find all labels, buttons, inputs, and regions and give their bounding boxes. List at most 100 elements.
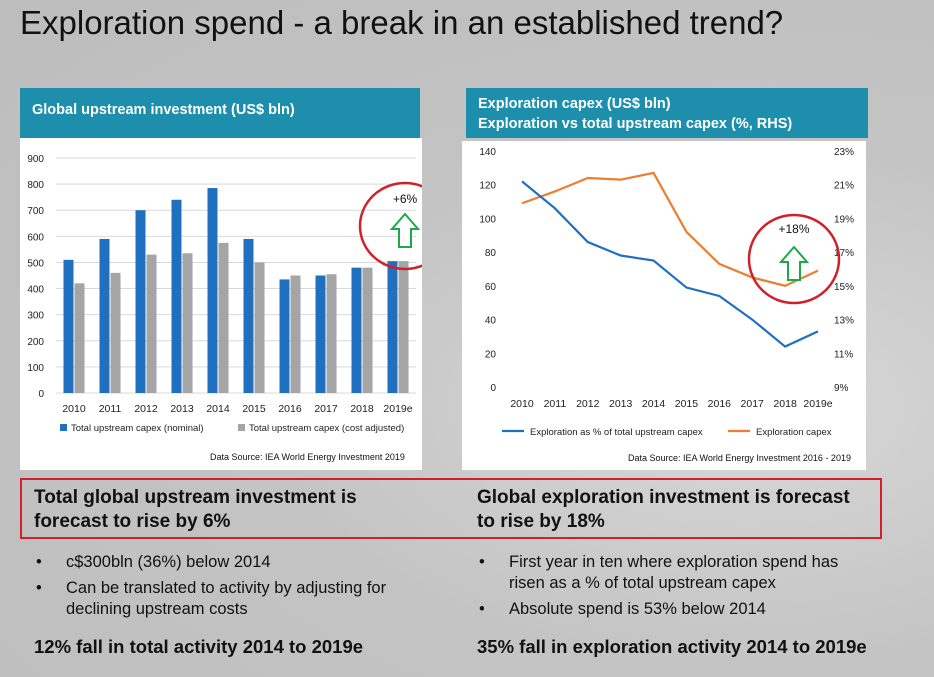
bar-nominal (63, 259, 74, 393)
x-tick-label: 2010 (62, 403, 86, 415)
bar-adjusted (110, 272, 121, 393)
bar-nominal (279, 279, 290, 393)
bar-nominal (315, 275, 326, 393)
series-line-exploration-capex (521, 171, 819, 288)
bar-adjusted (74, 283, 85, 393)
x-tick-label: 2013 (170, 403, 194, 415)
bar-nominal (351, 267, 362, 393)
left-chart-header: Global upstream investment (US$ bln) (20, 88, 420, 138)
x-tick-label: 2011 (544, 398, 567, 410)
y-right-tick-label: 9% (834, 383, 849, 394)
y-left-tick-label: 100 (479, 214, 496, 225)
right-conclusion: 35% fall in exploration activity 2014 to… (477, 636, 867, 657)
x-tick-label: 2011 (99, 403, 122, 415)
x-tick-label: 2014 (206, 403, 230, 415)
bar-adjusted (398, 261, 409, 393)
bar-adjusted (326, 274, 337, 393)
bar-adjusted (182, 253, 193, 393)
callout-label: +6% (393, 192, 418, 206)
y-left-tick-label: 0 (490, 383, 496, 394)
y-right-tick-label: 13% (834, 316, 854, 327)
list-item: c$300bln (36%) below 2014 (34, 552, 434, 573)
legend-label-nominal: Total upstream capex (nominal) (71, 423, 204, 434)
up-arrow-icon (778, 245, 810, 281)
y-left-tick-label: 20 (485, 349, 497, 360)
x-tick-label: 2016 (278, 403, 302, 415)
bar-adjusted (254, 262, 265, 393)
red-highlight-circle (747, 213, 841, 305)
bar-adjusted (146, 254, 157, 393)
list-item: First year in ten where exploration spen… (477, 552, 859, 594)
bar-nominal (387, 261, 398, 393)
x-tick-label: 2019e (803, 398, 832, 410)
x-tick-label: 2014 (642, 398, 666, 410)
y-right-tick-label: 21% (834, 181, 854, 192)
left-chart-source: Data Source: IEA World Energy Investment… (210, 452, 405, 462)
legend-label-adjusted: Total upstream capex (cost adjusted) (249, 423, 404, 434)
y-right-tick-label: 17% (834, 248, 854, 259)
right-chart-source: Data Source: IEA World Energy Investment… (628, 453, 851, 463)
y-right-tick-label: 15% (834, 282, 854, 293)
series-line-exploration-pct (521, 180, 819, 348)
y-left-tick-label: 120 (479, 181, 496, 192)
x-tick-label: 2018 (773, 398, 797, 410)
x-tick-label: 2015 (242, 403, 266, 415)
left-summary-line2: forecast to rise by 6% (34, 511, 231, 532)
right-bullet-list: First year in ten where exploration spen… (477, 552, 877, 625)
x-tick-label: 2012 (134, 403, 158, 415)
right-summary-line1: Global exploration investment is forecas… (477, 487, 850, 508)
up-arrow-icon (389, 212, 421, 248)
right-chart-title-line1: Exploration capex (US$ bln) (478, 96, 671, 112)
right-chart-title-line2: Exploration vs total upstream capex (%, … (478, 116, 793, 132)
left-bullet-list: c$300bln (36%) below 2014 Can be transla… (34, 552, 434, 625)
y-left-tick-label: 60 (485, 282, 497, 293)
summary-highlight-box (20, 478, 882, 539)
bar-chart: 0 100 200 300 400 500 600 700 800 900 2010 2011 2012… (27, 154, 452, 434)
bar-nominal (207, 188, 218, 393)
x-tick-label: 2012 (576, 398, 600, 410)
y-tick-label: 0 (38, 389, 44, 400)
y-tick-label: 600 (27, 232, 44, 243)
x-tick-label: 2018 (350, 403, 374, 415)
y-left-tick-label: 140 (479, 147, 496, 158)
line-chart: 0 20 40 60 80 100 120 140 9% 11% 13% 15% 17% 19% 21% 23… (479, 147, 854, 438)
y-tick-label: 700 (27, 206, 44, 217)
right-summary-line2: to rise by 18% (477, 511, 605, 532)
list-item: Can be translated to activity by adjusti… (34, 578, 406, 620)
bar-nominal (171, 199, 182, 393)
x-tick-label: 2013 (609, 398, 633, 410)
left-chart-title: Global upstream investment (US$ bln) (32, 102, 295, 118)
legend-swatch-nominal (60, 424, 67, 431)
y-right-tick-label: 19% (834, 214, 854, 225)
y-right-tick-label: 11% (834, 349, 853, 360)
y-tick-label: 200 (27, 337, 44, 348)
legend-label-pct: Exploration as % of total upstream capex (530, 427, 703, 438)
y-tick-label: 400 (27, 285, 44, 296)
y-tick-label: 500 (27, 258, 44, 269)
bar-adjusted (290, 275, 301, 393)
left-summary-line1: Total global upstream investment is (34, 487, 357, 508)
y-tick-label: 900 (27, 154, 44, 165)
y-tick-label: 800 (27, 180, 44, 191)
legend-swatch-adjusted (238, 424, 245, 431)
left-summary-heading: Total global upstream investment is fore… (34, 486, 357, 534)
x-tick-label: 2017 (314, 403, 338, 415)
x-tick-label: 2016 (708, 398, 732, 410)
right-chart-header: Exploration capex (US$ bln) Exploration … (466, 88, 868, 138)
y-right-tick-label: 23% (834, 147, 854, 158)
bar-nominal (99, 238, 110, 393)
x-tick-label: 2017 (741, 398, 765, 410)
y-tick-label: 100 (27, 363, 44, 374)
bar-nominal (243, 238, 254, 393)
legend-label-capex: Exploration capex (756, 427, 832, 438)
right-chart-area: 0 20 40 60 80 100 120 140 9% 11% 13% 15% 17% 19% 21% 23… (462, 141, 866, 470)
y-left-tick-label: 40 (485, 316, 497, 327)
x-tick-label: 2019e (383, 403, 412, 415)
list-item: Absolute spend is 53% below 2014 (477, 599, 877, 620)
right-summary-heading: Global exploration investment is forecas… (477, 486, 850, 534)
y-tick-label: 300 (27, 311, 44, 322)
page-title: Exploration spend - a break in an establ… (20, 4, 784, 41)
x-tick-label: 2015 (675, 398, 699, 410)
left-chart-area: 0 100 200 300 400 500 600 700 800 900 2010 2011 2012… (20, 138, 452, 470)
x-tick-label: 2010 (510, 398, 534, 410)
